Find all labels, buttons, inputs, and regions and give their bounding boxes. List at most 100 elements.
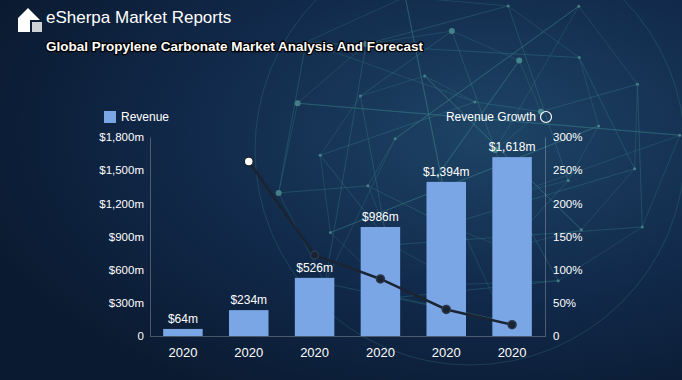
data-label: $526m — [296, 261, 333, 275]
marker — [508, 321, 516, 329]
network-node — [329, 231, 332, 234]
tick-label: 250% — [553, 164, 582, 176]
tick: $300m — [109, 297, 150, 309]
network-line — [395, 6, 579, 139]
axis: 0 $300m $600m $900m $1,200m $1,500m $1,800m — [99, 131, 150, 342]
tick: 0 — [138, 330, 150, 342]
network-line — [541, 84, 638, 111]
network-line — [581, 169, 634, 230]
tick: 300% — [545, 131, 582, 143]
network-line — [579, 58, 634, 169]
network-line — [298, 103, 680, 135]
tick: 250% — [545, 164, 582, 176]
axis-line — [545, 138, 546, 337]
globe-outline — [255, 0, 682, 365]
tick-label: 2020 — [168, 345, 197, 360]
network-node — [577, 5, 580, 8]
tick: 2020 — [366, 336, 395, 360]
network-node — [633, 167, 636, 170]
network-line — [637, 84, 642, 227]
tick-label: 300% — [553, 131, 582, 143]
plot-marks — [163, 157, 532, 336]
tick: 2020 — [432, 336, 461, 360]
network-line — [635, 84, 638, 169]
network-node — [516, 58, 522, 64]
logo-icon — [32, 22, 42, 32]
network-line — [425, 76, 475, 102]
legend-swatch — [104, 111, 116, 123]
network-line — [397, 281, 558, 298]
marker — [311, 251, 319, 259]
network-line — [279, 186, 368, 193]
marker — [442, 305, 450, 313]
tick: 2020 — [234, 336, 263, 360]
network-line — [279, 103, 298, 193]
tick: $1,200m — [99, 198, 150, 210]
axis-line — [151, 336, 546, 337]
tick-label: $1,200m — [99, 198, 144, 210]
tick: 50% — [545, 297, 576, 309]
network-line — [452, 31, 495, 150]
legend-label: Revenue — [121, 110, 169, 124]
network-node — [366, 184, 369, 187]
data-label: $64m — [168, 312, 198, 326]
tick: 150% — [545, 231, 582, 243]
network-line — [306, 0, 405, 42]
tick-label: $900m — [109, 231, 144, 243]
network-node — [641, 225, 644, 228]
bar — [163, 329, 203, 336]
bar — [229, 310, 269, 336]
tick-label: 2020 — [300, 345, 329, 360]
bar — [492, 157, 532, 336]
tick-label: 2020 — [234, 345, 263, 360]
background — [0, 0, 682, 380]
tick: 2020 — [300, 336, 329, 360]
network-line — [395, 6, 579, 139]
tick-label: 0 — [138, 330, 144, 342]
legend-label: Revenue Growth — [446, 110, 536, 124]
data-label: $986m — [362, 210, 399, 224]
network-node — [276, 190, 282, 196]
data-label: $1,394m — [423, 165, 470, 179]
tick: $600m — [109, 264, 150, 276]
axis: 0 50% 100% 150% 200% 250% 300% — [545, 131, 582, 342]
tick-label: 2020 — [432, 345, 461, 360]
network-line — [298, 103, 680, 135]
brand: eSherpa Market Reports — [46, 8, 231, 27]
legend: Revenue Revenue Growth — [104, 110, 552, 124]
network-node — [557, 279, 560, 282]
tick-label: $600m — [109, 264, 144, 276]
tick-label: $1,500m — [99, 164, 144, 176]
network-node — [507, 4, 510, 7]
tick-label: 200% — [553, 198, 582, 210]
tick-label: $1,800m — [99, 131, 144, 143]
network-line — [405, 0, 508, 6]
network-line — [519, 61, 541, 112]
network-node — [449, 28, 455, 34]
data-labels: $64m $234m $526m $986m $1,394m $1,618m — [168, 140, 536, 326]
tick: 2020 — [498, 336, 527, 360]
data-label: $234m — [230, 293, 267, 307]
network-line — [579, 6, 638, 84]
network-line — [495, 6, 578, 150]
bar — [361, 227, 401, 336]
network-node — [319, 154, 322, 157]
line — [249, 162, 512, 325]
network-line — [508, 6, 568, 181]
marker — [376, 275, 384, 283]
network-line — [642, 135, 679, 227]
tick: $1,500m — [99, 164, 150, 176]
chart: eSherpa Market ReportsGlobal Propylene C… — [0, 0, 682, 380]
tick-label: 2020 — [366, 345, 395, 360]
network-line — [368, 139, 395, 186]
network-line — [320, 96, 360, 155]
tick-label: 100% — [553, 264, 582, 276]
data-label: $1,618m — [489, 140, 536, 154]
tick-label: 0 — [553, 330, 559, 342]
network-line — [320, 155, 330, 232]
tick-label: $300m — [109, 297, 144, 309]
network-line — [452, 31, 519, 61]
logo — [18, 8, 42, 32]
legend-swatch — [541, 112, 552, 123]
tick: $1,800m — [99, 131, 150, 143]
